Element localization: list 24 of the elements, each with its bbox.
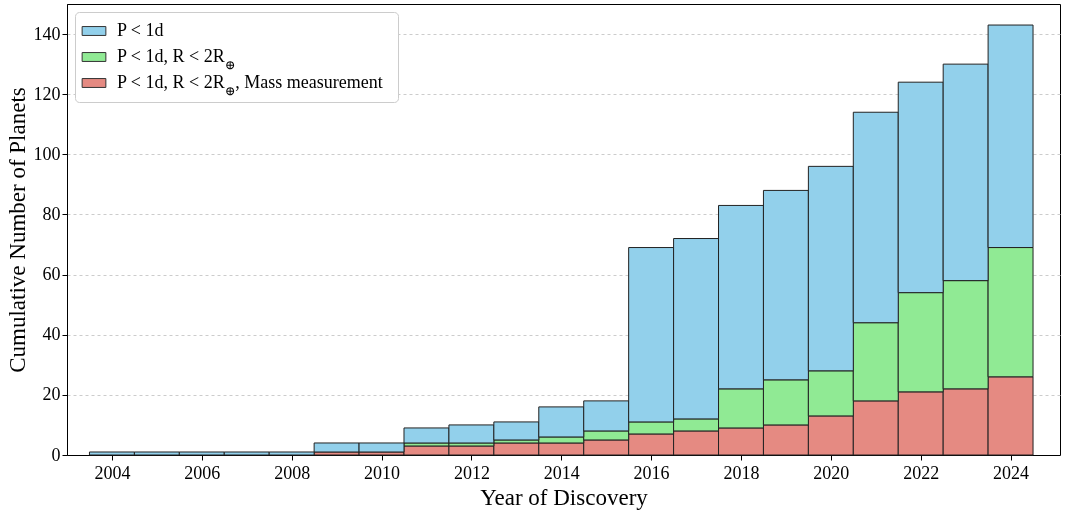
y-tick-label: 20: [42, 384, 61, 405]
x-tick-label: 2010: [364, 462, 401, 483]
y-tick-label: 0: [51, 444, 61, 465]
x-tick-label: 2006: [184, 462, 221, 483]
x-tick-label: 2022: [903, 462, 940, 483]
legend-label: P < 1d, R < 2R$_{⊕}$, Mass measurement: [117, 72, 383, 98]
y-tick-label: 40: [42, 324, 61, 345]
legend-label: P < 1d: [117, 20, 164, 40]
x-tick-label: 2004: [94, 462, 131, 483]
y-tick-label: 140: [33, 23, 61, 44]
x-tick-label: 2024: [993, 462, 1030, 483]
x-tick-label: 2008: [274, 462, 311, 483]
x-tick-label: 2012: [453, 462, 490, 483]
x-tick-label: 2020: [813, 462, 850, 483]
y-tick-label: 60: [42, 264, 61, 285]
x-tick-label: 2016: [633, 462, 670, 483]
y-tick-label: 80: [42, 203, 61, 224]
x-tick-label: 2014: [543, 462, 580, 483]
legend-label: P < 1d, R < 2R$_{⊕}$: [117, 46, 236, 72]
x-axis-title: Year of Discovery: [480, 484, 649, 510]
x-tick-label: 2018: [723, 462, 760, 483]
y-tick-label: 100: [33, 143, 61, 164]
y-axis-title: Cumulative Number of Planets: [4, 87, 30, 373]
y-tick-label: 120: [33, 83, 61, 104]
